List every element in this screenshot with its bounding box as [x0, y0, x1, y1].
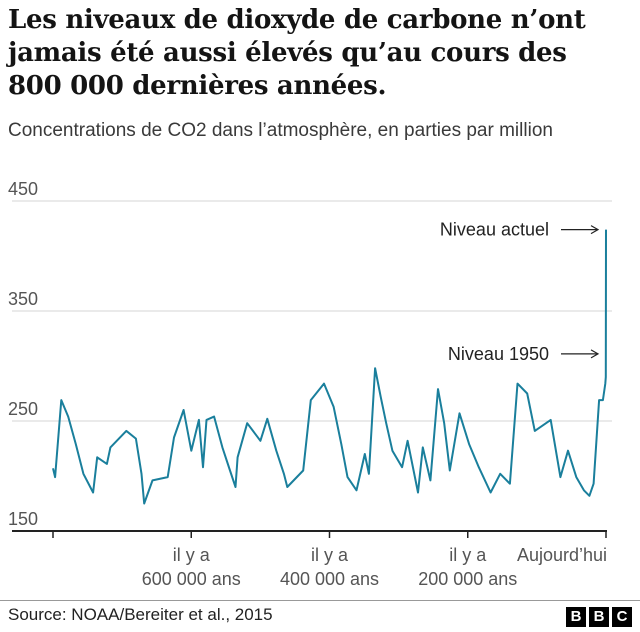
x-tick-label: Aujourd’hui [517, 545, 607, 565]
y-tick-label: 350 [8, 289, 38, 309]
chart-subtitle: Concentrations de CO2 dans l’atmosphère,… [8, 120, 553, 141]
y-tick-label: 250 [8, 399, 38, 419]
x-tick-label: il y a [173, 545, 211, 565]
co2-series-line [52, 229, 607, 505]
annotation-label: Niveau 1950 [448, 344, 549, 364]
x-tick-label: 600 000 ans [142, 569, 241, 589]
x-tick-label: il y a [449, 545, 487, 565]
annotation-arrowhead [590, 349, 600, 359]
co2-line-chart: 450 350 250 150 il y a 600 000 ans il y a 400 0… [8, 179, 612, 589]
chart-title: Les niveaux de dioxyde de carbone n’ont … [8, 5, 586, 101]
source-note: Source: NOAA/Bereiter et al., 2015 [8, 605, 273, 624]
x-tick-label: 200 000 ans [418, 569, 517, 589]
y-tick-label: 450 [8, 179, 38, 199]
x-tick-label: 400 000 ans [280, 569, 379, 589]
annotation-label: Niveau actuel [440, 220, 549, 240]
footer-divider [0, 600, 640, 601]
y-tick-label: 150 [8, 509, 38, 529]
annotation-arrowhead [590, 225, 600, 235]
x-tick-label: il y a [311, 545, 349, 565]
